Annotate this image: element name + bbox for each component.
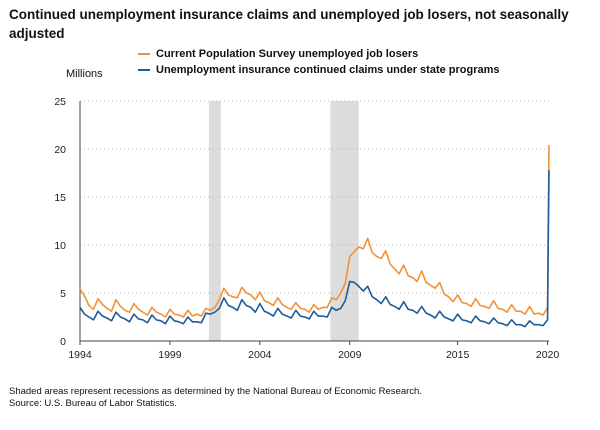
- line-chart: 0 5 10 15 20 25 1994 1999 2004 2009 2015 2020: [54, 96, 560, 361]
- x-tick-label: 1994: [68, 349, 92, 361]
- recession-band-1: [208, 101, 221, 341]
- legend-swatch-ui-claims: [138, 69, 150, 71]
- footnote: Shaded areas represent recessions as det…: [9, 386, 422, 410]
- footnote-recessions: Shaded areas represent recessions as det…: [9, 386, 422, 397]
- legend-label-ui-claims: Unemployment insurance continued claims …: [156, 64, 500, 76]
- legend-item-ui-claims: Unemployment insurance continued claims …: [138, 62, 500, 78]
- x-tick-label: 2015: [446, 349, 470, 361]
- y-axis-label: Millions: [66, 68, 103, 80]
- legend-swatch-job-losers: [138, 53, 150, 55]
- legend: Current Population Survey unemployed job…: [138, 46, 500, 78]
- y-tick-label: 15: [54, 192, 66, 204]
- legend-item-job-losers: Current Population Survey unemployed job…: [138, 46, 500, 62]
- footnote-source: Source: U.S. Bureau of Labor Statistics.: [9, 398, 177, 409]
- y-tick-label: 5: [60, 288, 66, 300]
- x-tick-label: 2004: [248, 349, 272, 361]
- series-line-job-losers: [79, 145, 550, 318]
- y-tick-label: 0: [60, 336, 66, 348]
- y-tick-label: 20: [54, 144, 66, 156]
- recession-band-2: [330, 101, 359, 341]
- series-line-ui-claims: [79, 170, 550, 328]
- x-tick-label: 2009: [338, 349, 362, 361]
- x-tick-label: 1999: [158, 349, 182, 361]
- y-tick-label: 10: [54, 240, 66, 252]
- chart-title: Continued unemployment insurance claims …: [9, 7, 569, 41]
- y-tick-label: 25: [54, 96, 66, 108]
- x-tick-label: 2020: [536, 349, 560, 361]
- legend-label-job-losers: Current Population Survey unemployed job…: [156, 48, 419, 60]
